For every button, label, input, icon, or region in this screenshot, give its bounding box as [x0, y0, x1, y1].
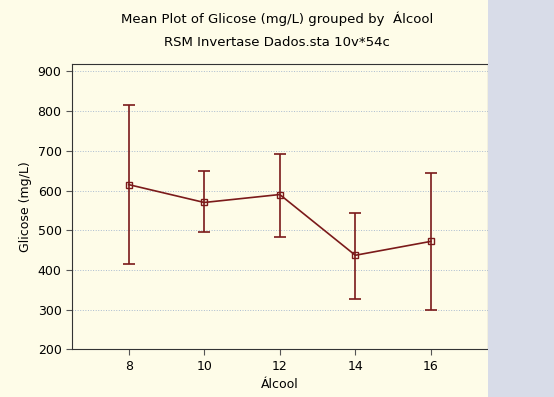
X-axis label: Álcool: Álcool [261, 378, 299, 391]
Text: Mean Plot of Glicose (mg/L) grouped by  Álcool: Mean Plot of Glicose (mg/L) grouped by Á… [121, 12, 433, 27]
Y-axis label: Glicose (mg/L): Glicose (mg/L) [19, 161, 32, 252]
Text: RSM Invertase Dados.sta 10v*54c: RSM Invertase Dados.sta 10v*54c [164, 36, 390, 49]
